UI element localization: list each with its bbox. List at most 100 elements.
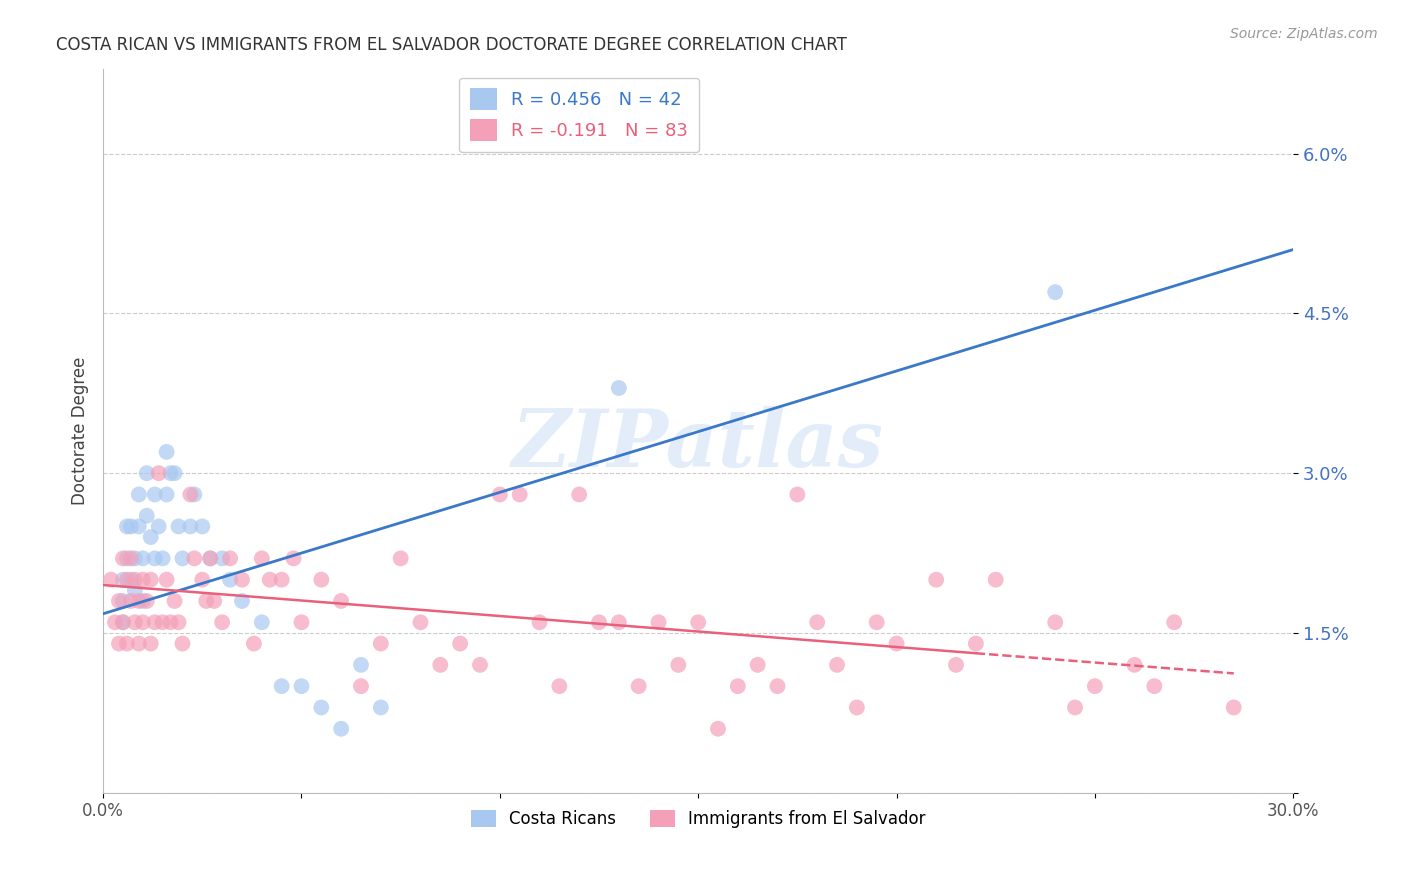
Point [172, 551, 194, 566]
Point [727, 679, 749, 693]
Point [128, 519, 150, 533]
Point [132, 615, 155, 630]
Point [111, 551, 134, 566]
Point [219, 551, 242, 566]
Point [1222, 700, 1244, 714]
Point [370, 700, 392, 714]
Point [202, 594, 225, 608]
Point [191, 573, 214, 587]
Legend: Costa Ricans, Immigrants from El Salvador: Costa Ricans, Immigrants from El Salvado… [464, 804, 932, 835]
Point [509, 487, 531, 501]
Point [747, 657, 769, 672]
Point [200, 551, 222, 566]
Point [330, 594, 353, 608]
Point [1064, 700, 1087, 714]
Point [124, 551, 146, 566]
Point [135, 466, 157, 480]
Point [250, 615, 273, 630]
Point [191, 519, 214, 533]
Point [183, 487, 205, 501]
Point [120, 551, 142, 566]
Point [389, 551, 412, 566]
Point [120, 573, 142, 587]
Point [139, 530, 162, 544]
Point [148, 519, 170, 533]
Y-axis label: Doctorate Degree: Doctorate Degree [72, 357, 89, 505]
Point [135, 508, 157, 523]
Point [195, 594, 218, 608]
Point [128, 487, 150, 501]
Point [350, 679, 373, 693]
Point [108, 636, 131, 650]
Point [132, 551, 155, 566]
Point [163, 594, 186, 608]
Point [111, 594, 134, 608]
Point [100, 573, 122, 587]
Point [945, 657, 967, 672]
Point [627, 679, 650, 693]
Point [115, 551, 138, 566]
Point [124, 583, 146, 598]
Point [183, 551, 205, 566]
Point [666, 657, 689, 672]
Point [115, 519, 138, 533]
Point [148, 466, 170, 480]
Point [449, 636, 471, 650]
Point [124, 573, 146, 587]
Point [167, 615, 190, 630]
Point [259, 573, 281, 587]
Point [179, 519, 201, 533]
Point [330, 722, 353, 736]
Point [128, 636, 150, 650]
Point [231, 573, 253, 587]
Point [984, 573, 1007, 587]
Point [231, 594, 253, 608]
Point [806, 615, 828, 630]
Point [111, 615, 134, 630]
Point [488, 487, 510, 501]
Point [179, 487, 201, 501]
Point [311, 700, 333, 714]
Point [607, 381, 630, 395]
Point [124, 615, 146, 630]
Point [290, 615, 312, 630]
Point [135, 594, 157, 608]
Point [155, 573, 177, 587]
Point [290, 679, 312, 693]
Point [128, 594, 150, 608]
Point [108, 594, 131, 608]
Point [159, 615, 181, 630]
Point [270, 679, 292, 693]
Point [143, 551, 166, 566]
Point [1163, 615, 1185, 630]
Point [270, 573, 292, 587]
Point [468, 657, 491, 672]
Point [104, 615, 127, 630]
Point [688, 615, 710, 630]
Point [115, 636, 138, 650]
Point [409, 615, 432, 630]
Point [115, 573, 138, 587]
Text: COSTA RICAN VS IMMIGRANTS FROM EL SALVADOR DOCTORATE DEGREE CORRELATION CHART: COSTA RICAN VS IMMIGRANTS FROM EL SALVAD… [56, 36, 846, 54]
Point [250, 551, 273, 566]
Point [143, 615, 166, 630]
Point [965, 636, 987, 650]
Point [143, 487, 166, 501]
Point [111, 573, 134, 587]
Point [120, 519, 142, 533]
Point [707, 722, 730, 736]
Point [1084, 679, 1107, 693]
Point [607, 615, 630, 630]
Point [925, 573, 948, 587]
Point [548, 679, 571, 693]
Point [1045, 285, 1067, 300]
Point [120, 594, 142, 608]
Point [568, 487, 591, 501]
Point [350, 657, 373, 672]
Text: Source: ZipAtlas.com: Source: ZipAtlas.com [1230, 27, 1378, 41]
Point [139, 573, 162, 587]
Point [1045, 615, 1067, 630]
Point [429, 657, 451, 672]
Point [647, 615, 669, 630]
Point [211, 615, 233, 630]
